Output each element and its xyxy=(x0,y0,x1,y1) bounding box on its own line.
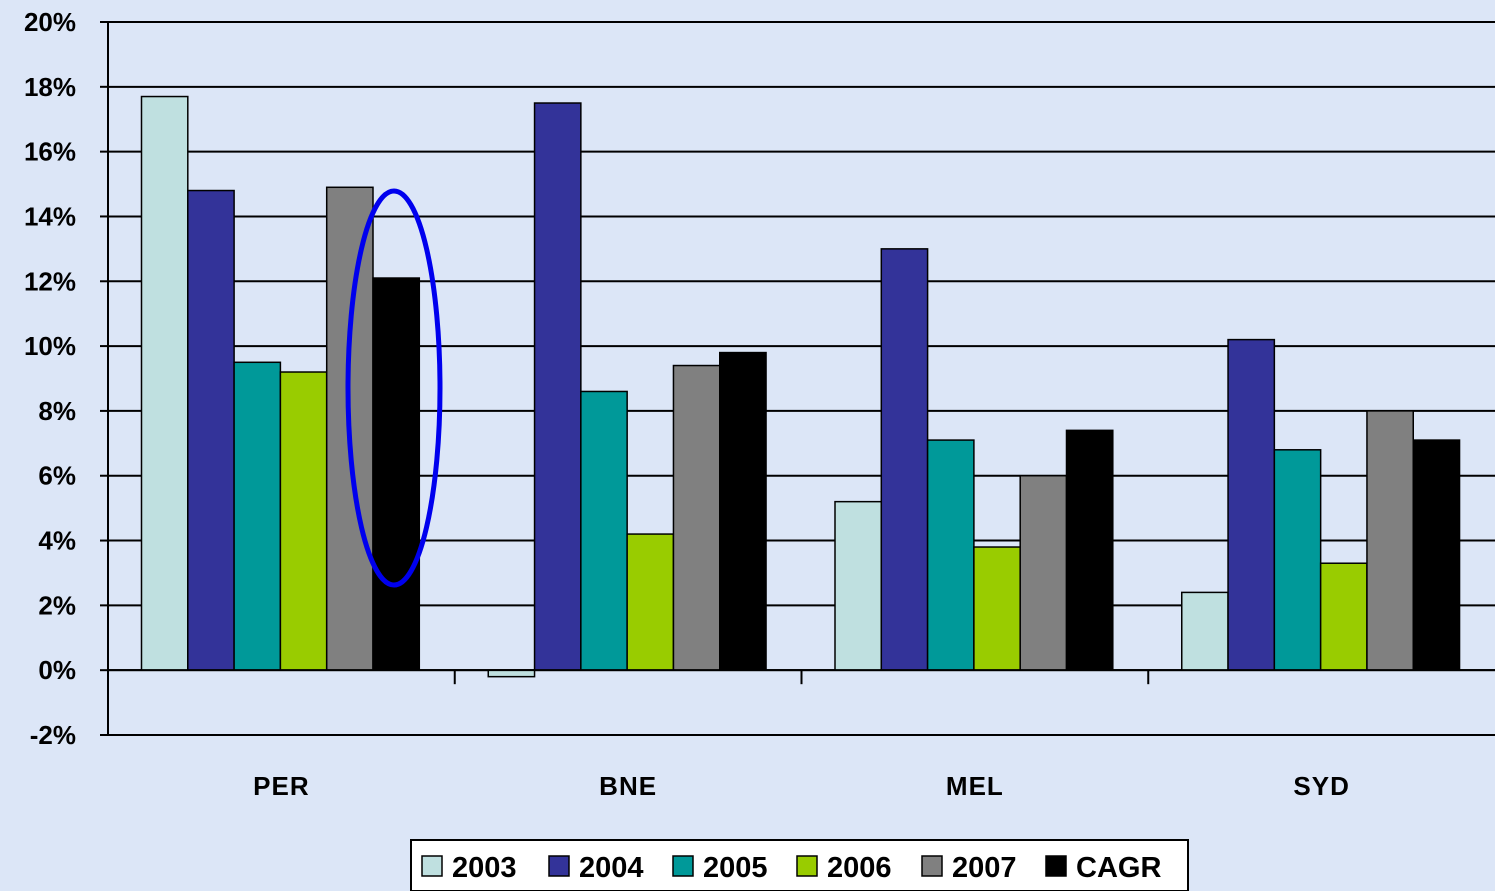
legend-swatch xyxy=(672,855,694,877)
legend-swatch xyxy=(1045,855,1067,877)
y-tick-label: 10% xyxy=(24,331,76,361)
bar-per-cagr xyxy=(372,277,421,671)
axes xyxy=(100,21,1495,736)
category-label: SYD xyxy=(1293,771,1349,801)
legend-label: 2004 xyxy=(579,852,644,884)
bar-mel-2007 xyxy=(1019,474,1068,671)
bar-bne-cagr xyxy=(719,351,767,671)
bar-mel-2006 xyxy=(973,546,1021,671)
category-label: PER xyxy=(253,771,309,801)
legend-label: 2006 xyxy=(827,852,892,884)
legend-label: 2005 xyxy=(703,852,768,884)
bar-mel-2004 xyxy=(880,248,929,671)
bar-bne-2004 xyxy=(533,102,582,671)
category-label: MEL xyxy=(946,771,1004,801)
x-category-labels: PER BNE MEL SYD xyxy=(253,771,1349,801)
y-tick-label: 14% xyxy=(24,201,76,231)
legend-swatch xyxy=(548,855,570,877)
y-tick-label: 12% xyxy=(24,266,76,296)
legend-label: CAGR xyxy=(1076,852,1161,884)
bar-syd-cagr xyxy=(1412,439,1461,671)
bar-mel-2003 xyxy=(834,500,883,671)
legend-label: 2007 xyxy=(952,852,1017,884)
bar-mel-cagr xyxy=(1065,429,1114,671)
annotation xyxy=(345,188,443,588)
legend: 2003 2004 2005 2006 2007 CAGR xyxy=(410,839,1189,891)
bar-syd-2004 xyxy=(1227,338,1276,671)
bar-syd-2003 xyxy=(1181,591,1229,671)
y-tick-label: 2% xyxy=(38,590,76,620)
bar-per-2004 xyxy=(187,189,235,671)
bar-mel-2005 xyxy=(926,439,975,671)
bar-per-2006 xyxy=(279,371,328,671)
y-tick-label: 20% xyxy=(24,7,76,37)
legend-swatch xyxy=(921,855,943,877)
legend-label: 2003 xyxy=(452,852,517,884)
y-tick-label: 6% xyxy=(38,461,76,491)
category-label: BNE xyxy=(599,771,657,801)
bar-per-2003 xyxy=(140,95,189,671)
legend-swatch xyxy=(796,855,818,877)
bar-syd-2005 xyxy=(1273,449,1322,671)
highlight-ellipse xyxy=(345,188,443,588)
bar-bne-2007 xyxy=(672,364,721,671)
bar-per-2005 xyxy=(233,361,282,671)
y-tick-label: 18% xyxy=(24,72,76,102)
y-tick-label: 0% xyxy=(38,655,76,685)
legend-swatch xyxy=(421,855,443,877)
y-tick-label: 8% xyxy=(38,396,76,426)
bar-syd-2007 xyxy=(1366,410,1414,671)
y-tick-label: 16% xyxy=(24,137,76,167)
y-tick-labels: 20% 18% 16% 14% 12% 10% 8% 6% 4% 2% 0% -2% xyxy=(24,7,76,750)
y-tick-label: -2% xyxy=(30,720,76,750)
bar-syd-2006 xyxy=(1319,562,1368,671)
y-tick-label: 4% xyxy=(38,526,76,556)
bar-bne-2006 xyxy=(626,533,675,671)
bar-bne-2005 xyxy=(580,390,628,671)
bars xyxy=(140,95,1461,678)
